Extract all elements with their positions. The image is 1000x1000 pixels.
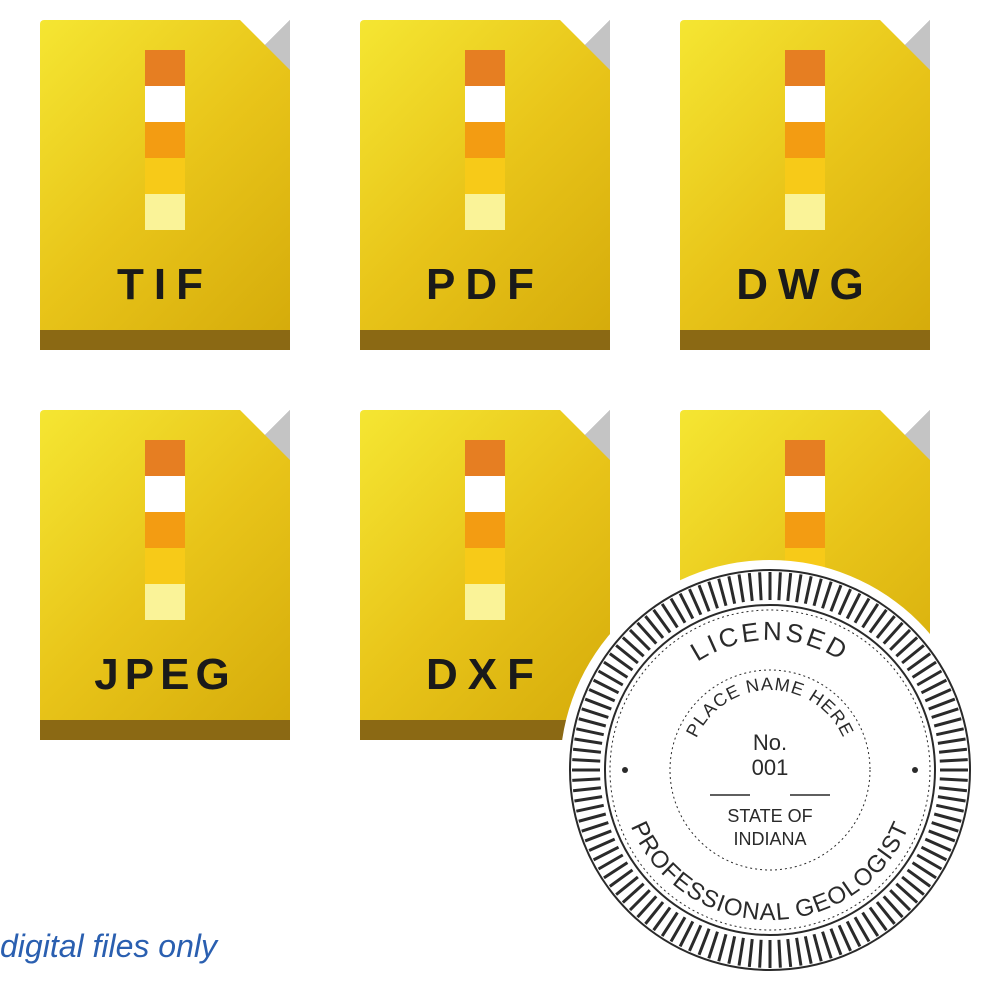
strip-segment bbox=[465, 440, 505, 476]
file-bottom bbox=[40, 330, 290, 350]
seal-no: No. bbox=[753, 730, 787, 755]
geologist-seal: LICENSED PROFESSIONAL GEOLOGIST PLACE NA… bbox=[560, 560, 980, 980]
strip-segment bbox=[465, 194, 505, 230]
file-bottom bbox=[360, 330, 610, 350]
strip-segment bbox=[465, 158, 505, 194]
strip-segment bbox=[145, 122, 185, 158]
file-label: TIF bbox=[40, 260, 290, 310]
strip-segment bbox=[465, 584, 505, 620]
strip-segment bbox=[145, 512, 185, 548]
color-strip bbox=[145, 440, 185, 620]
seal-state: INDIANA bbox=[733, 829, 806, 849]
strip-segment bbox=[465, 512, 505, 548]
strip-segment bbox=[145, 86, 185, 122]
strip-segment bbox=[785, 86, 825, 122]
strip-segment bbox=[785, 50, 825, 86]
file-label: DWG bbox=[680, 260, 930, 310]
strip-segment bbox=[145, 440, 185, 476]
strip-segment bbox=[785, 476, 825, 512]
strip-segment bbox=[145, 584, 185, 620]
strip-segment bbox=[465, 548, 505, 584]
strip-segment bbox=[465, 122, 505, 158]
color-strip bbox=[465, 440, 505, 620]
strip-segment bbox=[145, 194, 185, 230]
color-strip bbox=[785, 50, 825, 230]
strip-segment bbox=[785, 440, 825, 476]
color-strip bbox=[465, 50, 505, 230]
file-label: PDF bbox=[360, 260, 610, 310]
strip-segment bbox=[465, 476, 505, 512]
file-icon-tif: TIF bbox=[40, 20, 290, 350]
strip-segment bbox=[145, 548, 185, 584]
seal-number: 001 bbox=[752, 755, 789, 780]
strip-segment bbox=[785, 512, 825, 548]
strip-segment bbox=[465, 50, 505, 86]
seal-state-of: STATE OF bbox=[727, 806, 812, 826]
strip-segment bbox=[145, 476, 185, 512]
caption: digital files only bbox=[0, 928, 217, 965]
file-bottom bbox=[680, 330, 930, 350]
file-bottom bbox=[40, 720, 290, 740]
strip-segment bbox=[145, 50, 185, 86]
strip-segment bbox=[785, 122, 825, 158]
file-icon-jpeg: JPEG bbox=[40, 410, 290, 740]
file-icon-pdf: PDF bbox=[360, 20, 610, 350]
strip-segment bbox=[465, 86, 505, 122]
file-label: JPEG bbox=[40, 650, 290, 700]
strip-segment bbox=[785, 194, 825, 230]
file-icon-dwg: DWG bbox=[680, 20, 930, 350]
color-strip bbox=[145, 50, 185, 230]
strip-segment bbox=[145, 158, 185, 194]
strip-segment bbox=[785, 158, 825, 194]
